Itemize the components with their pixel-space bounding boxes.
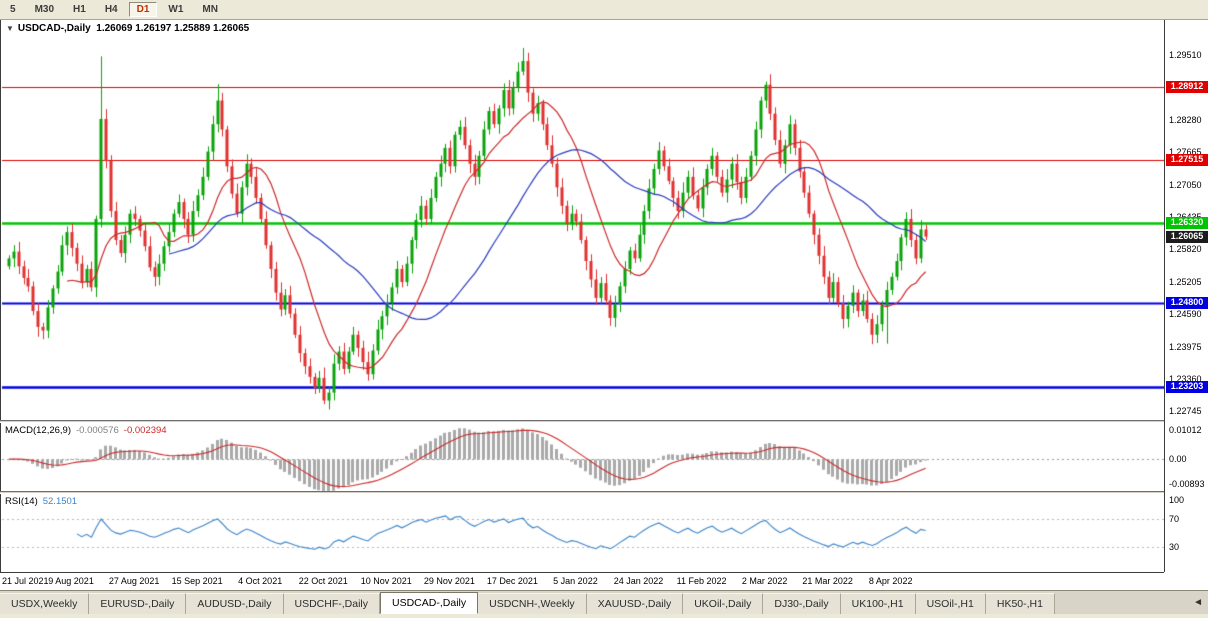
- timeframe-button-5[interactable]: 5: [10, 4, 16, 15]
- date-tick-label: 5 Jan 2022: [553, 576, 598, 586]
- date-tick-label: 8 Apr 2022: [868, 576, 913, 586]
- rsi-name: RSI(14): [5, 496, 38, 507]
- timeframe-button-h1[interactable]: H1: [73, 4, 86, 15]
- symbol-tab-audusd[interactable]: AUDUSD-,Daily: [186, 593, 284, 614]
- symbol-tab-xauusd[interactable]: XAUUSD-,Daily: [586, 593, 684, 614]
- date-tick-label: 21 Mar 2022: [802, 576, 853, 586]
- date-tick-label: 22 Oct 2021: [298, 576, 348, 586]
- macd-axis-label: -0.00893: [1169, 479, 1205, 489]
- timeframe-button-h4[interactable]: H4: [104, 4, 118, 15]
- symbol-tabbar: USDX,Weekly EURUSD-,Daily AUDUSD-,Daily USD…: [0, 590, 1208, 614]
- symbol-tab-usoil[interactable]: USOil-,H1: [915, 593, 986, 614]
- macd-axis-label: 0.01012: [1169, 425, 1202, 435]
- timeframe-button-d1[interactable]: D1: [128, 2, 158, 17]
- date-tick-label: 21 Jul 2021: [2, 576, 49, 586]
- price-tick-label: 1.24590: [1169, 309, 1202, 320]
- symbol-tab-dj30[interactable]: DJ30-,Daily: [763, 593, 841, 614]
- timeframe-toolbar: 5 M30 H1 H4 D1 W1 MN: [0, 0, 1208, 20]
- macd-main-value: -0.000576: [76, 425, 119, 436]
- price-tick-label: 1.27050: [1169, 179, 1202, 190]
- date-tick-label: 29 Nov 2021: [423, 576, 475, 586]
- date-axis[interactable]: 21 Jul 2021 9 Aug 2021 27 Aug 2021 15 Sep 2…: [0, 572, 1164, 590]
- price-tick-label: 1.23360: [1169, 373, 1202, 384]
- date-tick-label: 2 Mar 2022: [741, 576, 788, 586]
- date-tick-label: 24 Jan 2022: [613, 576, 664, 586]
- rsi-value: 52.1501: [42, 496, 78, 507]
- price-axis[interactable]: 1.295101.288951.282801.276651.270501.264…: [1164, 20, 1208, 572]
- rsi-axis-label: 70: [1169, 514, 1180, 524]
- price-tick-label: 1.23975: [1169, 341, 1202, 352]
- date-tick-label: 10 Nov 2021: [360, 576, 412, 586]
- price-level-badge: 1.24800: [1166, 297, 1208, 310]
- price-tick-label: 1.25205: [1169, 276, 1202, 287]
- price-tick-label: 1.27665: [1169, 147, 1202, 158]
- price-tick-label: 1.29510: [1169, 50, 1202, 61]
- date-tick-label: 4 Oct 2021: [238, 576, 283, 586]
- price-level-badge: 1.28912: [1166, 80, 1208, 93]
- macd-name: MACD(12,26,9): [5, 425, 71, 436]
- price-level-badge: 1.23203: [1166, 381, 1208, 394]
- macd-indicator-label: MACD(12,26,9) -0.000576 -0.002394: [5, 425, 167, 436]
- chart-title: ▼ USDCAD-,Daily 1.26069 1.26197 1.25889 1…: [6, 23, 249, 34]
- rsi-pane-canvas[interactable]: [0, 494, 1165, 572]
- macd-axis-label: 0.00: [1169, 454, 1187, 465]
- tab-scroll-left-icon[interactable]: ◄: [1193, 597, 1203, 608]
- symbol-tab-uk100[interactable]: UK100-,H1: [840, 593, 916, 614]
- symbol-tab-eurusd[interactable]: EURUSD-,Daily: [89, 593, 187, 614]
- date-tick-label: 15 Sep 2021: [171, 576, 223, 586]
- macd-signal-value: -0.002394: [123, 425, 167, 436]
- price-tick-label: 1.28280: [1169, 115, 1202, 125]
- price-level-badge: 1.27515: [1166, 154, 1208, 167]
- symbol-tab-ukoil[interactable]: UKOil-,Daily: [683, 593, 764, 614]
- main-chart-canvas[interactable]: [0, 20, 1165, 420]
- date-tick-label: 17 Dec 2021: [486, 576, 538, 586]
- rsi-indicator-label: RSI(14) 52.1501: [5, 496, 77, 507]
- chart-area: ▼ USDCAD-,Daily 1.26069 1.26197 1.25889 1…: [0, 20, 1208, 590]
- date-tick-label: 27 Aug 2021: [108, 576, 160, 586]
- symbol-tab-usdx[interactable]: USDX,Weekly: [0, 593, 90, 614]
- chart-collapse-icon[interactable]: ▼: [6, 24, 14, 33]
- chart-ohlc-readout: 1.26069 1.26197 1.25889 1.26065: [96, 23, 250, 34]
- symbol-tab-usdcad[interactable]: USDCAD-,Daily: [380, 592, 479, 614]
- timeframe-button-m30[interactable]: M30: [34, 4, 55, 15]
- window-bottom-edge: [0, 614, 1208, 618]
- rsi-axis-label: 30: [1169, 542, 1180, 552]
- pane-splitter[interactable]: [0, 491, 1164, 494]
- symbol-tab-hk50[interactable]: HK50-,H1: [985, 593, 1055, 614]
- price-tick-label: 1.25820: [1169, 244, 1202, 255]
- price-tick-label: 1.22745: [1169, 406, 1202, 417]
- chart-symbol-period: USDCAD-,Daily: [17, 23, 91, 34]
- price-level-badge: 1.26065: [1166, 230, 1208, 243]
- rsi-axis-label: 100: [1169, 495, 1185, 505]
- symbol-tab-usdchf[interactable]: USDCHF-,Daily: [283, 593, 381, 614]
- timeframe-button-w1[interactable]: W1: [168, 4, 184, 15]
- date-tick-label: 11 Feb 2022: [676, 576, 727, 586]
- price-level-badge: 1.26320: [1166, 217, 1208, 230]
- macd-pane-canvas[interactable]: [0, 423, 1165, 491]
- symbol-tab-usdcnh[interactable]: USDCNH-,Weekly: [478, 593, 587, 614]
- price-tick-label: 1.26435: [1169, 212, 1202, 222]
- pane-splitter[interactable]: [0, 420, 1164, 423]
- timeframe-button-mn[interactable]: MN: [202, 4, 218, 15]
- date-tick-label: 9 Aug 2021: [48, 576, 94, 586]
